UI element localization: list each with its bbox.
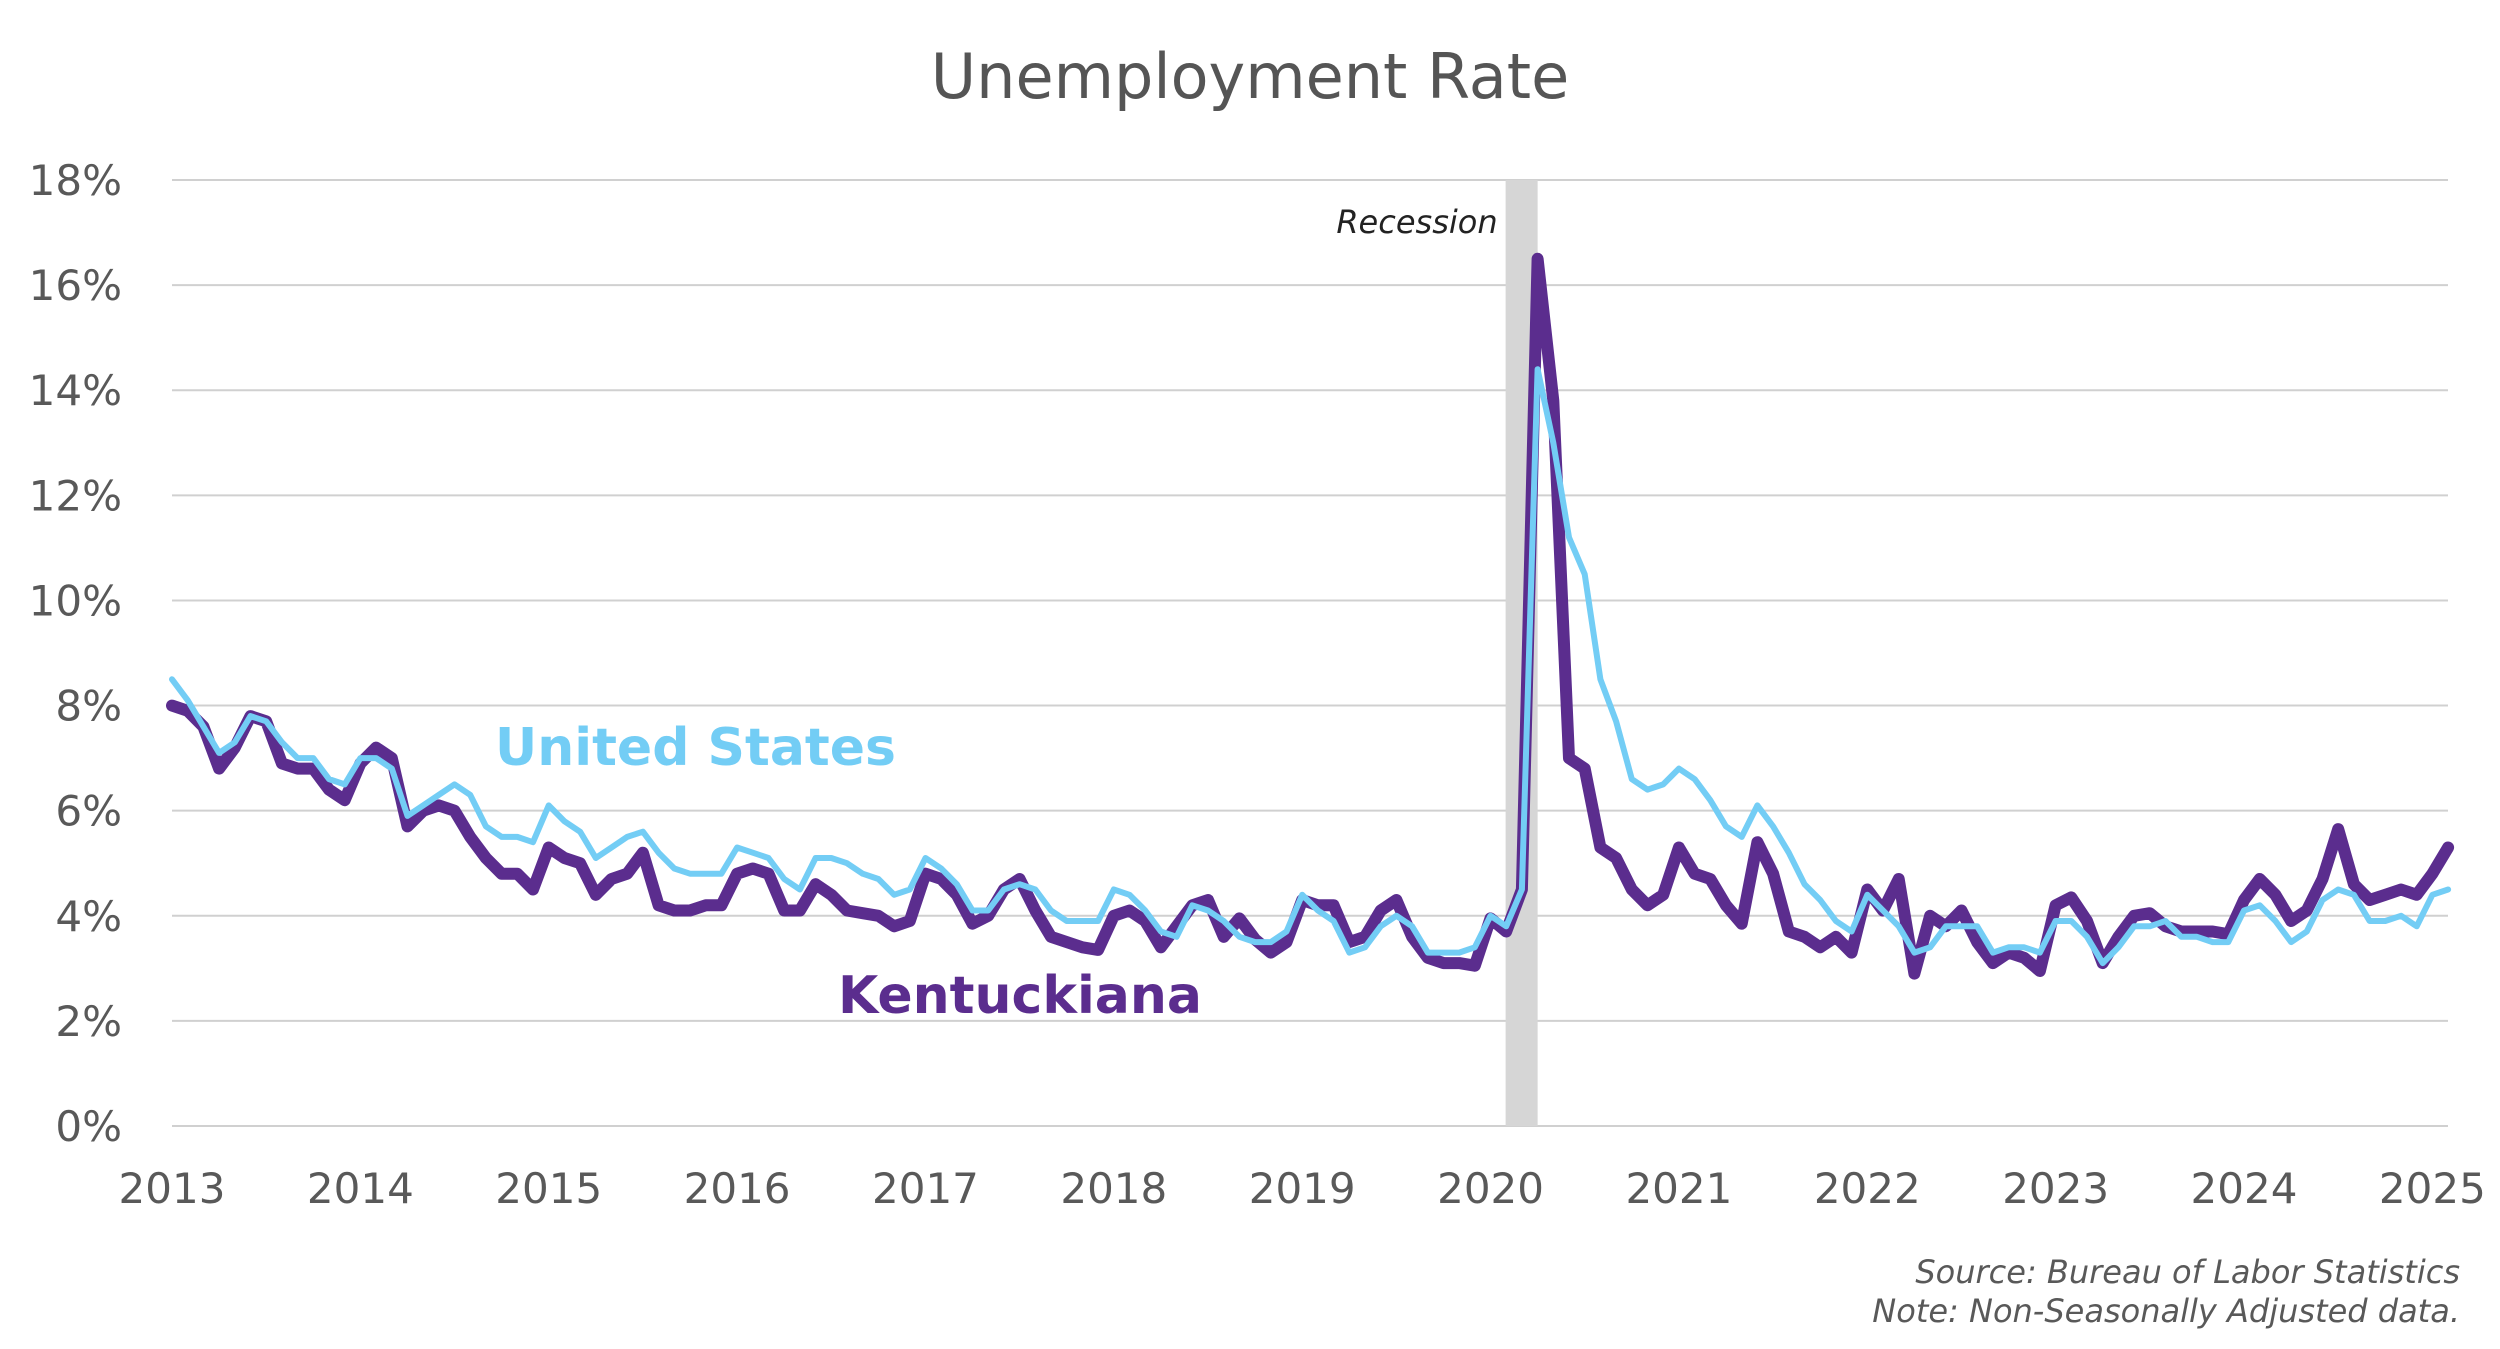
y-tick-label: 2% — [55, 997, 122, 1046]
x-axis-ticks: 2013 2014 2015 2016 2017 2018 2019 2020 2021 2022… — [119, 1164, 2486, 1213]
series-lines — [166, 252, 2455, 980]
series-label-kentuckiana: Kentuckiana — [838, 966, 1202, 1026]
x-tick-label: 2021 — [1625, 1164, 1732, 1213]
y-tick-label: 14% — [29, 366, 122, 415]
x-tick-label: 2016 — [684, 1164, 791, 1213]
x-tick-label: 2024 — [2191, 1164, 2298, 1213]
x-tick-label: 2023 — [2002, 1164, 2109, 1213]
y-tick-label: 12% — [29, 471, 122, 520]
x-tick-label: 2022 — [1814, 1164, 1921, 1213]
source-note: Source: Bureau of Labor Statistics — [1915, 1253, 2460, 1291]
x-tick-label: 2019 — [1249, 1164, 1356, 1213]
data-note: Note: Non-Seasonally Adjusted data. — [1872, 1292, 2460, 1330]
x-tick-label: 2017 — [872, 1164, 979, 1213]
y-tick-label: 6% — [55, 787, 122, 836]
series-line-united-states — [169, 366, 2452, 967]
x-tick-label: 2013 — [119, 1164, 226, 1213]
grid-lines — [172, 179, 2448, 1127]
chart-title: Unemployment Rate — [931, 40, 1569, 113]
y-tick-label: 16% — [29, 261, 122, 310]
x-tick-label: 2018 — [1060, 1164, 1167, 1213]
y-axis-ticks: 0% 2% 4% 6% 8% 10% 12% 14% 16% 18% — [29, 156, 122, 1151]
y-tick-label: 10% — [29, 576, 122, 625]
x-tick-label: 2015 — [495, 1164, 602, 1213]
y-tick-label: 8% — [55, 682, 122, 731]
recession-label: Recession — [1336, 203, 1497, 241]
y-tick-label: 18% — [29, 156, 122, 205]
recession-band: Recession — [1336, 180, 1538, 1126]
x-tick-label: 2014 — [307, 1164, 414, 1213]
x-tick-label: 2025 — [2379, 1164, 2486, 1213]
series-label-united-states: United States — [495, 718, 896, 778]
y-tick-label: 4% — [55, 892, 122, 941]
x-tick-label: 2020 — [1437, 1164, 1544, 1213]
series-line-kentuckiana — [166, 252, 2455, 980]
y-tick-label: 0% — [55, 1102, 122, 1151]
